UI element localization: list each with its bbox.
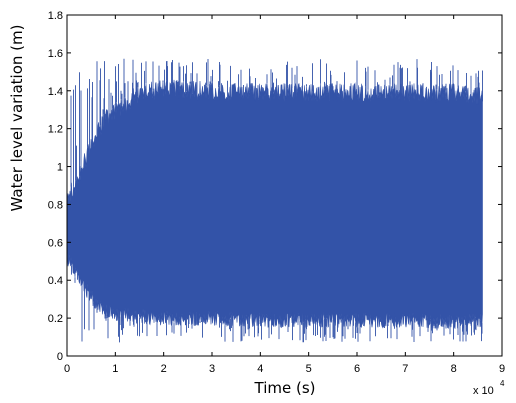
signal-layer: [66, 58, 483, 343]
x-axis-label: Time (s): [254, 379, 316, 397]
x-tick-label: 1: [112, 363, 118, 375]
y-tick-label: 1.2: [48, 124, 63, 136]
x-axis-multiplier-exponent: 4: [500, 379, 505, 388]
x-tick-label: 2: [161, 363, 167, 375]
x-tick-label: 3: [209, 363, 215, 375]
y-tick-label: 1.4: [48, 86, 63, 98]
y-tick-label: 0.2: [48, 313, 63, 325]
y-tick-label: 1.8: [48, 10, 63, 22]
x-tick-label: 0: [64, 363, 70, 375]
y-tick-label: 1.6: [48, 48, 63, 60]
x-tick-label: 7: [402, 363, 408, 375]
axes-layer: [66, 14, 503, 357]
x-tick-label: 5: [306, 363, 312, 375]
y-tick-label: 1: [57, 162, 63, 174]
signal-band: [66, 79, 483, 329]
y-tick-label: 0: [57, 351, 63, 363]
x-tick-label: 8: [451, 363, 457, 375]
ticks-layer: 0 1 2 3 4 5 6 7 8 9 0 0.2 0.4 0.6 0.8 1 1.2 1.4 1.6 1.8: [48, 10, 505, 375]
y-tick-label: 0.8: [48, 199, 63, 211]
y-tick-label: 0.6: [48, 237, 63, 249]
plot-frame: [66, 14, 503, 357]
x-tick-label: 6: [354, 363, 360, 375]
x-axis-multiplier: x 10: [473, 385, 494, 397]
y-tick-label: 0.4: [48, 275, 63, 287]
y-axis-label: Water level variation (m): [8, 25, 26, 212]
x-tick-label: 9: [499, 363, 505, 375]
x-tick-label: 4: [257, 363, 263, 375]
